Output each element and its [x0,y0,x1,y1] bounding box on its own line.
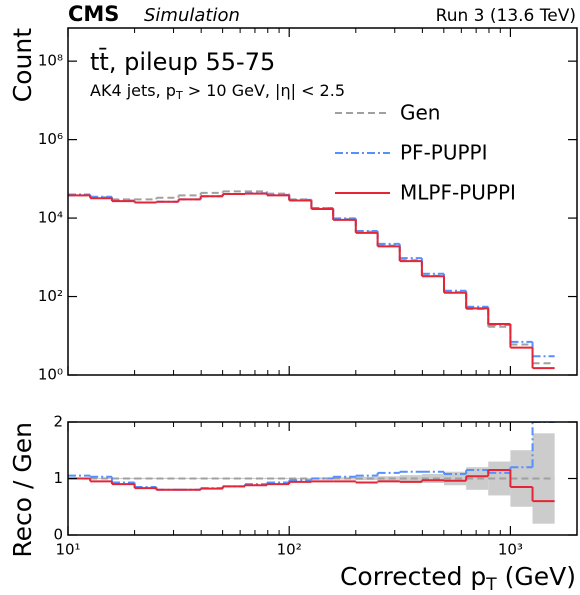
ratio-axis-label: Reco / Gen [8,422,37,558]
y-tick-label: 10⁴ [38,209,63,227]
legend-label: MLPF-PUPPI [400,181,516,205]
y-tick-label: 10⁶ [38,130,63,148]
y-tick-label: 10⁰ [38,366,63,384]
y-tick-label: 2 [53,413,63,431]
x-label-part: Corrected p [340,562,486,591]
simulation-label: Simulation [144,5,240,26]
plot-area [68,190,555,370]
x-label-sub: T [485,575,497,595]
process-label: tt̄, pileup 55-75 [90,47,275,76]
uncertainty-band [90,477,112,480]
selection-part: AK4 jets, p [90,81,176,100]
y-tick-label: 1 [53,469,63,487]
x-axis-label: Corrected pT (GeV) [340,562,576,595]
y-tick-label: 10² [38,287,63,305]
plot-frame [67,27,578,376]
energy-label: Run 3 (13.6 TeV) [436,6,576,26]
uncertainty-band [134,477,157,480]
y-tick-label: 0 [53,526,63,544]
x-tick-label: 10² [277,541,302,559]
legend-label: Gen [400,101,440,125]
uncertainty-band [355,476,378,481]
selection-label: AK4 jets, pT > 10 GeV, |η| < 2.5 [90,81,345,103]
x-tick-label: 10¹ [55,541,80,559]
y-axis-label: Count [8,28,37,102]
cms-label: CMS [68,2,119,26]
x-tick-label: 10³ [498,541,523,559]
legend-label: PF-PUPPI [400,141,488,165]
selection-part: > 10 GeV, |η| < 2.5 [183,81,345,100]
y-tick-label: 10⁸ [38,52,63,70]
plot-area [68,422,555,524]
uncertainty-band [311,477,334,480]
x-label-part: (GeV) [497,562,576,591]
selection-sub: T [175,89,183,102]
